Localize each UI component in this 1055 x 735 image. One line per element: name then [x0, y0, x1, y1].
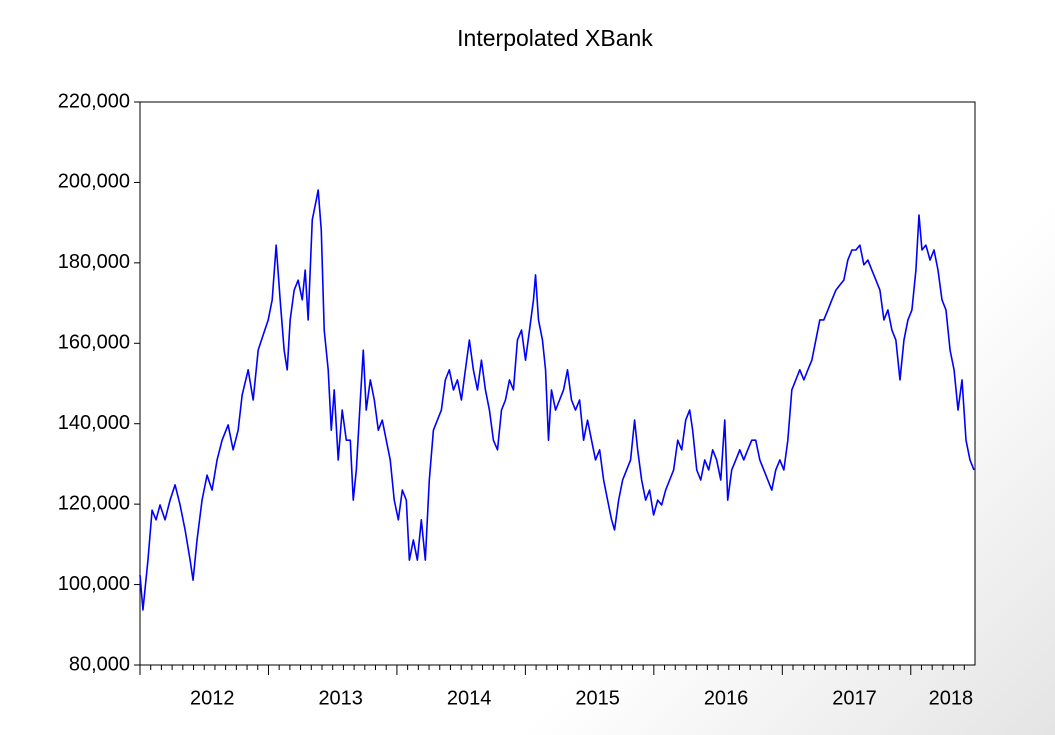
x-tick-label: 2012 [190, 687, 235, 709]
x-tick-label: 2017 [832, 687, 877, 709]
y-tick-label: 80,000 [69, 653, 130, 675]
y-tick-label: 100,000 [58, 573, 130, 595]
x-tick-label: 2013 [318, 687, 363, 709]
plot-frame [139, 101, 976, 666]
y-tick-label: 220,000 [58, 90, 130, 112]
y-tick-label: 200,000 [58, 171, 130, 193]
y-tick-label: 140,000 [58, 412, 130, 434]
plot-area [140, 102, 975, 665]
x-tick-label: 2018 [929, 687, 974, 709]
y-tick-label: 180,000 [58, 251, 130, 273]
y-tick-label: 160,000 [58, 332, 130, 354]
data-line [139, 189, 975, 611]
x-tick-label: 2016 [704, 687, 749, 709]
x-tick-label: 2014 [447, 687, 492, 709]
x-tick-label: 2015 [575, 687, 620, 709]
chart-title: Interpolated XBank [457, 25, 653, 51]
y-tick-label: 120,000 [58, 492, 130, 514]
